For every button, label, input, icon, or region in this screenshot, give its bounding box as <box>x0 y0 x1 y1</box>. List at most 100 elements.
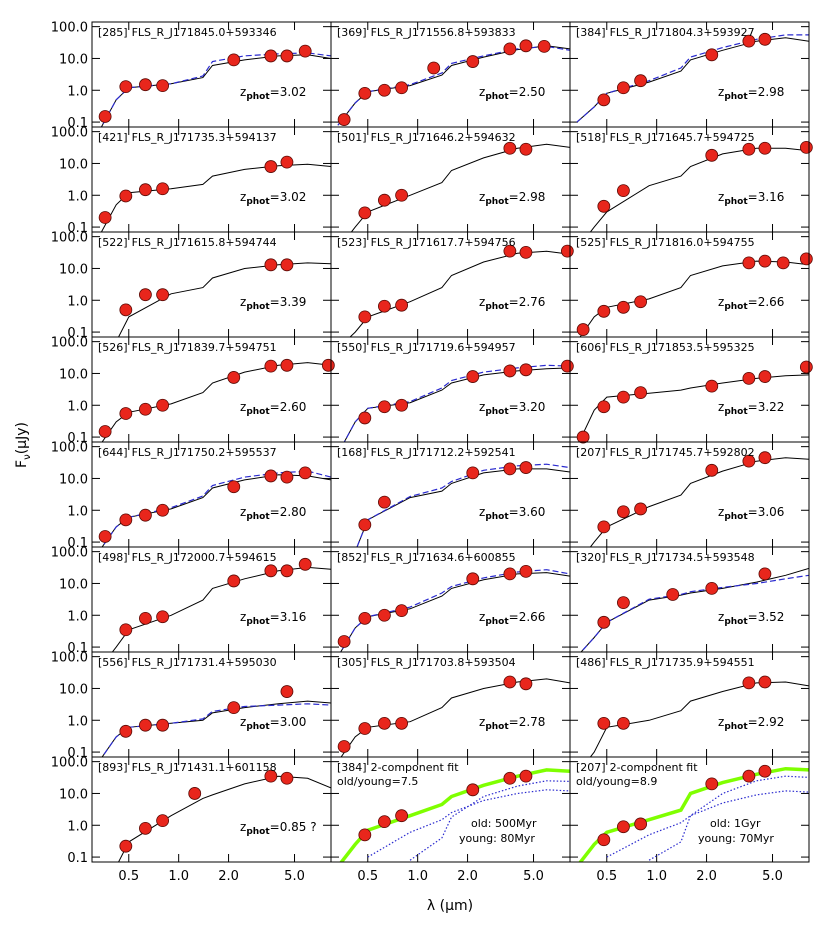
y-tick-label: 1.0 <box>67 609 88 624</box>
photometry-point <box>597 833 611 847</box>
photometry-point <box>705 463 719 477</box>
y-tick-label: 0.1 <box>67 116 88 131</box>
redshift-label: zphot=2.78 <box>479 715 545 732</box>
panel-title: [501] FLS_R_J171646.2+594632 <box>337 131 516 144</box>
photometry-point <box>264 469 278 483</box>
redshift-value: =3.60 <box>509 505 546 519</box>
y-tick-label: 1.0 <box>67 399 88 414</box>
panel-id: [320] <box>576 551 606 564</box>
panel-name: FLS_R_J172000.7+594615 <box>132 551 277 564</box>
y-tick-label: 10.0 <box>59 577 88 592</box>
photometry-point <box>617 390 630 404</box>
photometry-point <box>378 495 391 509</box>
redshift-symbol: z <box>718 505 724 519</box>
photometry-point <box>337 635 351 648</box>
photometry-point <box>280 470 294 484</box>
photometry-point <box>98 110 112 123</box>
redshift-value: =2.66 <box>748 295 785 309</box>
redshift-subscript: phot <box>724 407 748 417</box>
photometry-point <box>466 55 480 68</box>
x-tick-label: 1.0 <box>407 869 428 884</box>
photometry-point <box>378 83 391 97</box>
panel-frame <box>569 756 810 863</box>
photometry-point <box>119 189 133 203</box>
photometry-point <box>298 44 312 58</box>
photometry-point <box>358 411 372 425</box>
x-axis-title: λ (μm) <box>427 898 473 914</box>
redshift-symbol: z <box>479 610 485 624</box>
panel-id: [852] <box>337 551 367 564</box>
panel-id: [501] <box>337 131 367 144</box>
curves <box>580 567 809 652</box>
redshift-subscript: phot <box>485 407 509 417</box>
redshift-symbol: z <box>240 85 246 99</box>
redshift-symbol: z <box>240 820 246 834</box>
photometry-point <box>503 771 517 785</box>
redshift-subscript: phot <box>724 197 748 207</box>
model-curve <box>606 790 809 858</box>
photometry-point <box>597 304 611 318</box>
photometry-point <box>758 675 772 689</box>
panel-title: [207] 2-component fit <box>576 761 698 774</box>
photometry-point <box>227 371 241 384</box>
photometry-point <box>742 371 756 385</box>
panel-id: [893] <box>98 761 128 774</box>
redshift-label: zphot=2.76 <box>479 295 545 312</box>
photometry-point <box>139 611 152 625</box>
photometry-point <box>119 724 133 738</box>
panel-title: [498] FLS_R_J172000.7+594615 <box>98 551 277 564</box>
photometry-point <box>139 402 152 416</box>
panel-name: FLS_R_J171735.3+594137 <box>132 131 277 144</box>
panel-id: [526] <box>98 341 128 354</box>
photometry-point <box>119 303 133 317</box>
panel-title: [168] FLS_R_J171712.2+592541 <box>337 446 516 459</box>
x-tick-label: 0.5 <box>118 869 139 884</box>
redshift-value: =3.22 <box>748 400 785 414</box>
photometry-point <box>321 358 335 372</box>
panel-id: [525] <box>576 236 606 249</box>
photometry-point <box>280 358 294 372</box>
photometry-point <box>358 828 372 842</box>
photometry-point <box>617 300 630 314</box>
photometry-point <box>742 256 756 270</box>
y-tick-label: 100.0 <box>51 756 88 771</box>
panel-title: [518] FLS_R_J171645.7+594725 <box>576 131 755 144</box>
photometry-point <box>799 252 813 266</box>
panel-title: [550] FLS_R_J171719.6+594957 <box>337 341 516 354</box>
photometry-point <box>280 258 294 272</box>
panel-id: [421] <box>98 131 128 144</box>
redshift-subscript: phot <box>724 617 748 627</box>
redshift-value: =3.16 <box>748 190 785 204</box>
y-tick-label: 0.1 <box>67 221 88 236</box>
photometry-point <box>280 771 294 785</box>
y-label-unit: (μJy) <box>14 422 30 454</box>
photometry-point <box>358 86 372 100</box>
photometry-point <box>227 574 241 588</box>
panel-name: FLS_R_J171431.1+601158 <box>132 761 277 774</box>
photometry-point <box>156 182 170 196</box>
panel-id: [207] <box>576 446 606 459</box>
panel-title: [893] FLS_R_J171431.1+601158 <box>98 761 277 774</box>
photometry-point <box>395 298 409 312</box>
photometry-point <box>666 588 680 601</box>
photometry-point <box>519 677 533 691</box>
y-tick-label: 100.0 <box>51 336 88 351</box>
panel-name: FLS_R_J171731.4+595030 <box>132 656 277 669</box>
redshift-label: zphot=0.85 ? <box>240 820 317 837</box>
age-label: young: 70Myr <box>698 832 774 845</box>
curves <box>350 143 570 232</box>
redshift-value: =3.52 <box>748 610 785 624</box>
photometry-point <box>617 716 630 730</box>
model-curve <box>648 775 809 861</box>
photometry-point <box>378 193 391 207</box>
photometry-point <box>597 93 611 107</box>
photometry-point <box>98 530 112 543</box>
photometry-point <box>298 557 312 571</box>
photometry-point <box>427 61 441 75</box>
photometry-point <box>395 188 409 202</box>
